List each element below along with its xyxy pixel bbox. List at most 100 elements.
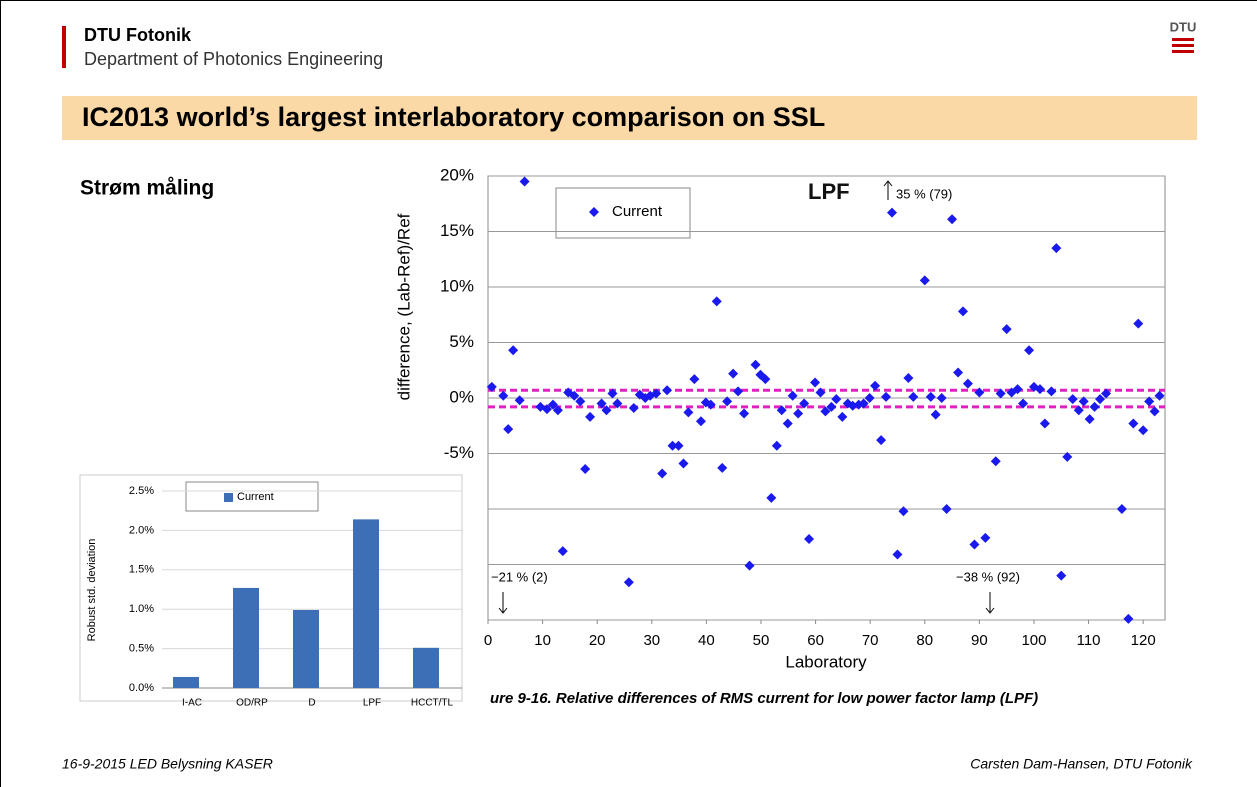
data-point xyxy=(957,306,968,317)
data-point xyxy=(826,401,837,412)
y-tick-label: 0% xyxy=(449,387,474,406)
x-tick-label: 120 xyxy=(1131,632,1156,649)
x-tick-label: D xyxy=(308,698,315,709)
x-tick-label: 20 xyxy=(589,632,606,649)
data-point xyxy=(787,390,798,401)
x-axis-label: Laboratory xyxy=(785,652,867,671)
y-tick-label: 0.5% xyxy=(129,643,154,655)
data-point xyxy=(1116,504,1127,514)
bar xyxy=(413,647,439,688)
y-tick-label: -5% xyxy=(444,443,474,462)
x-tick-label: 110 xyxy=(1077,632,1101,649)
data-point xyxy=(864,393,875,403)
data-point xyxy=(673,440,684,451)
y-tick-label: 10% xyxy=(440,276,474,295)
y-tick-label: 5% xyxy=(449,332,474,351)
data-point xyxy=(1056,570,1067,581)
data-point xyxy=(837,411,848,422)
data-point xyxy=(1101,388,1112,399)
bar xyxy=(173,676,199,688)
data-point xyxy=(974,387,985,398)
data-point xyxy=(831,394,842,405)
data-point xyxy=(980,532,991,543)
x-tick-label: LPF xyxy=(363,698,381,709)
figure-caption: ure 9-16. Relative differences of RMS cu… xyxy=(490,690,1038,707)
data-point xyxy=(1073,405,1084,416)
data-point xyxy=(766,492,777,503)
data-point xyxy=(1078,396,1089,407)
logo-mark xyxy=(1172,38,1194,53)
y-tick-label: 2.5% xyxy=(129,485,154,497)
data-point xyxy=(717,462,728,473)
data-point xyxy=(771,440,782,451)
bar-legend-label: Current xyxy=(237,491,274,503)
legend-marker xyxy=(589,207,599,217)
legend-label: Current xyxy=(612,203,663,220)
footer-left: 16-9-2015 LED Belysning KASER xyxy=(62,756,273,772)
data-point xyxy=(990,456,1001,467)
org-name: DTU Fotonik xyxy=(84,25,192,45)
data-point xyxy=(569,390,580,401)
data-point xyxy=(793,408,804,419)
bar-y-axis-label: Robust std. deviation xyxy=(86,539,98,642)
data-point xyxy=(1024,345,1035,356)
subtitle: Strøm måling xyxy=(80,177,214,200)
bar-chart-frame xyxy=(79,474,463,702)
y-tick-label: 1.5% xyxy=(129,564,154,576)
data-point xyxy=(1046,386,1057,397)
data-point xyxy=(744,560,755,571)
data-point xyxy=(667,440,678,451)
data-point xyxy=(503,424,514,435)
data-point xyxy=(1154,390,1165,401)
data-point xyxy=(1095,394,1106,405)
y-axis-label: difference, (Lab-Ref)/Ref xyxy=(394,213,413,400)
legend-box xyxy=(555,187,691,239)
data-point xyxy=(799,398,810,409)
annotation-arrow xyxy=(985,607,995,614)
data-point xyxy=(596,398,607,409)
y-tick-label: 2.0% xyxy=(129,524,154,536)
data-point xyxy=(898,506,909,517)
data-point xyxy=(580,464,591,475)
data-point xyxy=(541,404,552,415)
data-point xyxy=(1149,406,1160,417)
data-point xyxy=(575,396,586,407)
logo-text: DTU xyxy=(1170,19,1197,34)
data-point xyxy=(903,373,914,384)
data-point xyxy=(486,381,497,392)
data-point xyxy=(651,388,662,399)
y-tick-label: 20% xyxy=(440,165,474,184)
data-point xyxy=(1039,418,1050,429)
data-point xyxy=(1051,243,1062,254)
footer-right: Carsten Dam-Hansen, DTU Fotonik xyxy=(970,756,1193,772)
data-point xyxy=(662,385,673,396)
title-band xyxy=(62,96,1197,140)
data-point xyxy=(995,388,1006,399)
data-point xyxy=(776,405,787,416)
data-point xyxy=(810,377,821,388)
data-point xyxy=(498,390,509,401)
x-tick-label: 50 xyxy=(753,632,770,649)
bar xyxy=(233,587,259,688)
x-tick-label: 30 xyxy=(643,632,660,649)
data-point xyxy=(930,409,941,420)
legend-swatch xyxy=(224,493,233,502)
bar-legend-box xyxy=(185,481,319,512)
data-point xyxy=(657,468,668,479)
bar xyxy=(353,519,379,688)
x-tick-label: 0 xyxy=(484,632,492,649)
data-point xyxy=(1062,451,1073,462)
annotation-arrow xyxy=(498,607,508,614)
data-point xyxy=(514,395,525,406)
chart-title: LPF xyxy=(808,179,850,204)
data-point xyxy=(1123,613,1134,624)
y-tick-label: 15% xyxy=(440,221,474,240)
annotation: −38 % (92) xyxy=(956,569,1020,584)
data-point xyxy=(722,396,733,407)
data-point xyxy=(695,416,706,427)
data-point xyxy=(683,407,694,418)
annotation: −21 % (2) xyxy=(491,569,548,584)
x-tick-label: 70 xyxy=(862,632,879,649)
data-point xyxy=(962,378,973,389)
